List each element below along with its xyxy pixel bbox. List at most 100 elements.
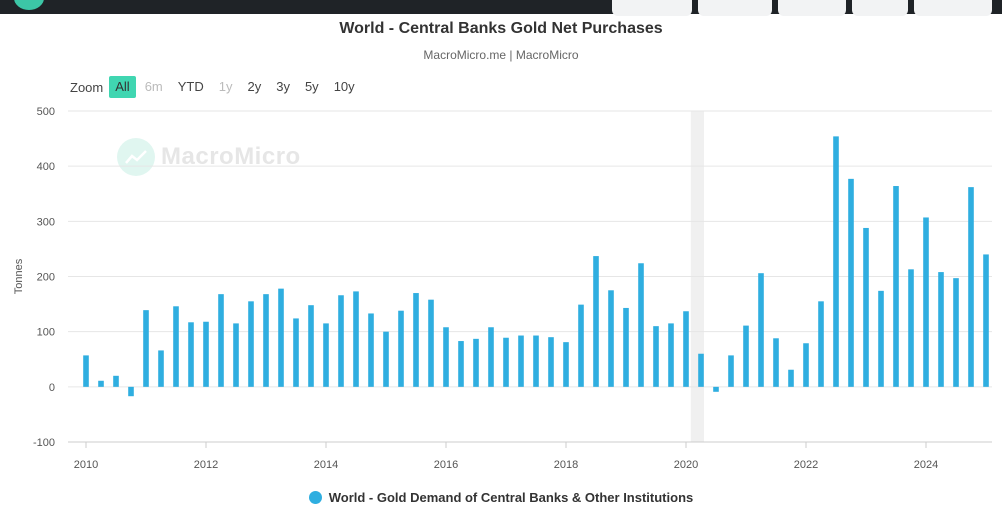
watermark-chart-icon [117,138,155,176]
x-tick-label: 2014 [314,459,338,471]
bar[interactable] [518,335,524,387]
bar[interactable] [653,326,659,387]
x-tick-label: 2020 [674,459,698,471]
bar[interactable] [158,350,164,387]
macromicro-watermark: MacroMicro [117,138,301,176]
zoom-10y-button[interactable]: 10y [333,79,355,94]
bar[interactable] [83,355,89,387]
bar[interactable] [353,291,359,387]
bar[interactable] [923,217,929,387]
bar[interactable] [848,178,854,387]
bar[interactable] [878,290,884,387]
bar[interactable] [398,310,404,387]
bar[interactable] [248,301,254,387]
bar[interactable] [908,269,914,387]
bar[interactable] [263,294,269,387]
zoom-1y-button[interactable]: 1y [218,79,233,94]
zoom-3y-button[interactable]: 3y [276,79,290,94]
zoom-ytd-button[interactable]: YTD [177,79,204,94]
bar[interactable] [503,337,509,387]
zoom-range-selector: Zoom All 6m YTD 1y 2y 3y 5y 10y [66,76,364,98]
site-logo-icon[interactable] [14,0,44,10]
bar[interactable] [623,307,629,387]
bar[interactable] [143,310,149,387]
bar[interactable] [938,272,944,387]
bar[interactable] [308,305,314,387]
bar[interactable] [593,256,599,387]
bar[interactable] [383,331,389,387]
bar[interactable] [218,294,224,387]
bar[interactable] [608,290,614,387]
bar[interactable] [188,322,194,387]
bar[interactable] [983,254,989,387]
y-axis-title: Tonnes [13,258,25,294]
legend-series-swatch[interactable] [308,491,322,504]
y-tick-label: 500 [37,106,55,118]
bar[interactable] [488,327,494,387]
bar[interactable] [173,306,179,387]
bar[interactable] [278,288,284,387]
nav-pill-2[interactable] [698,0,772,16]
zoom-label: Zoom [70,79,104,95]
bar[interactable] [803,343,809,387]
bar[interactable] [968,187,974,387]
nav-pill-1[interactable] [612,0,692,16]
bar[interactable] [578,304,584,387]
bar[interactable] [638,263,644,387]
x-tick-label: 2024 [914,459,938,471]
bar[interactable] [233,323,239,387]
chart-subtitle: MacroMicro.me | MacroMicro [423,48,579,62]
y-tick-label: -100 [33,437,55,449]
y-tick-label: 300 [37,216,55,228]
bar[interactable] [818,301,824,387]
bar[interactable] [323,323,329,387]
bar[interactable] [128,386,134,397]
y-tick-label: 400 [37,161,55,173]
bar[interactable] [788,369,794,387]
bar[interactable] [863,227,869,387]
y-tick-label: 200 [37,272,55,284]
x-tick-label: 2018 [554,459,578,471]
bar[interactable] [683,311,689,387]
zoom-6m-button[interactable]: 6m [144,79,163,94]
nav-pill-3[interactable] [778,0,846,16]
bar[interactable] [113,375,119,387]
nav-pill-5[interactable] [914,0,992,16]
bar[interactable] [203,321,209,387]
top-navigation-bar [0,0,1002,16]
bar[interactable] [98,380,104,387]
bar[interactable] [443,327,449,387]
x-tick-label: 2022 [794,459,818,471]
bar[interactable] [698,353,704,387]
bar[interactable] [833,136,839,387]
bar[interactable] [563,342,569,387]
nav-pill-4[interactable] [852,0,908,16]
chart-title: World - Central Banks Gold Net Purchases [339,20,663,37]
zoom-5y-button[interactable]: 5y [304,79,319,94]
bar[interactable] [368,313,374,387]
bar[interactable] [458,341,464,387]
x-tick-label: 2012 [194,459,218,471]
y-tick-label: 100 [37,327,55,339]
bar[interactable] [713,386,719,392]
watermark-text: MacroMicro [161,143,301,170]
bar[interactable] [953,278,959,387]
zoom-2y-button[interactable]: 2y [247,79,262,94]
bar[interactable] [668,323,674,387]
bar[interactable] [548,337,554,387]
legend-series-label[interactable]: World - Gold Demand of Central Banks & O… [328,490,694,505]
zoom-all-button[interactable]: All [109,76,136,98]
bar[interactable] [293,318,299,387]
bar[interactable] [428,299,434,387]
bar[interactable] [893,186,899,387]
bar[interactable] [758,273,764,387]
bar[interactable] [743,325,749,387]
bar[interactable] [413,293,419,387]
bar[interactable] [473,338,479,387]
bar[interactable] [338,295,344,387]
bar[interactable] [773,338,779,387]
x-tick-label: 2010 [74,459,98,471]
bar[interactable] [728,355,734,387]
bar[interactable] [533,335,539,387]
